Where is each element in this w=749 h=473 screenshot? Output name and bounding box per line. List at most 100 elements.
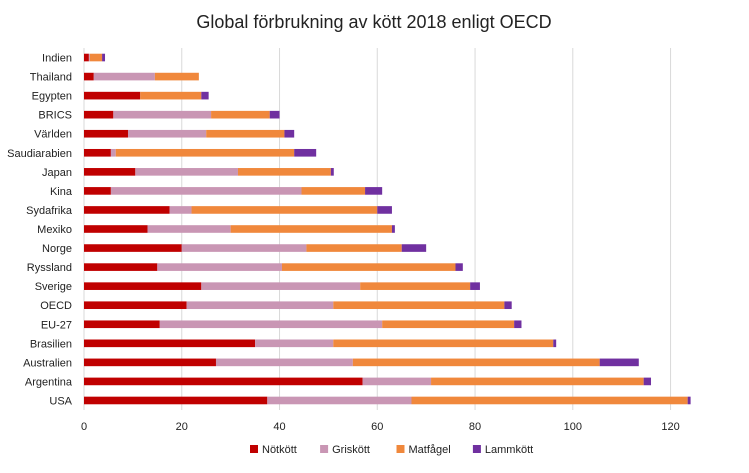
bar-segment (330, 168, 334, 176)
bar-segment (88, 53, 90, 62)
x-tick-label: 20 (176, 421, 188, 433)
bar-segment (93, 72, 155, 81)
legend-swatch (320, 445, 329, 453)
bar-segment (201, 282, 361, 290)
category-label: Australien (23, 357, 72, 369)
bar-segment (255, 339, 334, 348)
bar-segment (365, 187, 383, 195)
bar-segment (84, 168, 136, 176)
bar-segment (110, 187, 302, 195)
category-label: Ryssland (27, 262, 72, 274)
bar-segment (84, 53, 89, 62)
bar-segment (237, 168, 331, 176)
bar-segment (211, 110, 270, 119)
bar-segment (382, 320, 515, 329)
bar-segment (401, 244, 427, 252)
bar-segment (504, 301, 512, 310)
category-label: Indien (42, 53, 72, 65)
bar-segment (84, 244, 182, 252)
bar-segment (191, 206, 378, 214)
bar-segment (84, 320, 160, 329)
bar-segment (411, 396, 688, 405)
x-axis-tick-labels: 0 20 40 60 80 100 120 (81, 421, 680, 433)
chart-title: Global förbrukning av kött 2018 enligt O… (196, 12, 551, 32)
bar-segment (154, 72, 199, 81)
category-label: Sverige (35, 281, 72, 293)
bar-segment (215, 358, 353, 367)
bar-segment (470, 282, 480, 290)
category-label: Norge (42, 243, 72, 255)
bar-segment (84, 72, 94, 81)
bar-segment (206, 129, 285, 138)
bar-segment (127, 129, 207, 138)
bar-segment (352, 358, 600, 367)
legend-label: Griskött (332, 444, 370, 456)
legend-label: Matfågel (409, 444, 451, 456)
bar-segment (230, 225, 392, 233)
bar-segment (391, 225, 395, 233)
bar-segment (301, 187, 366, 195)
category-label: Saudiarabien (7, 148, 72, 160)
bar-segment (267, 396, 412, 405)
bar-segment (84, 225, 148, 233)
bar-segment (157, 263, 282, 271)
category-label: EU-27 (41, 319, 72, 331)
bar-segment (140, 91, 202, 100)
bar-segment (84, 377, 363, 386)
category-label: Japan (42, 167, 72, 179)
bar-segment (306, 244, 402, 252)
bar-segment (84, 263, 158, 271)
bar-segment (84, 396, 268, 405)
bar-segment (110, 148, 116, 157)
legend-label: Lammkött (485, 444, 533, 456)
category-label: BRICS (38, 110, 72, 122)
category-label: Egypten (32, 91, 72, 103)
bar-segment (84, 339, 256, 348)
bar-segment (687, 396, 691, 405)
bar-segment (159, 320, 383, 329)
bar-segment (84, 110, 114, 119)
bar-segment (599, 358, 639, 367)
legend-swatch (250, 445, 258, 453)
bar-segment (269, 110, 280, 119)
bar-segment (284, 129, 295, 138)
bar-segment (135, 168, 238, 176)
bar-segment (455, 263, 463, 271)
bar-segment (102, 53, 106, 62)
legend-label: Nötkött (262, 444, 297, 456)
x-tick-label: 80 (469, 421, 481, 433)
category-label: Världen (34, 129, 72, 141)
bar-segment (201, 91, 209, 100)
legend-swatch (396, 445, 405, 453)
bar-segment (362, 377, 432, 386)
bar-segment (181, 244, 307, 252)
bar-segment (84, 91, 141, 100)
bar-segment (431, 377, 644, 386)
bar-segment (514, 320, 522, 329)
bars (84, 53, 691, 405)
category-label: Sydafrika (26, 205, 73, 217)
category-labels: Indien Thailand Egypten BRICS Världen Saudiar… (7, 53, 73, 408)
legend: Nötkött Griskött Matfågel Lammkött (250, 444, 533, 456)
bar-segment (147, 225, 231, 233)
bar-segment (377, 206, 392, 214)
bar-segment (169, 206, 192, 214)
x-tick-label: 60 (371, 421, 383, 433)
category-label: USA (49, 395, 72, 407)
bar-segment (360, 282, 471, 290)
category-label: Mexiko (37, 224, 72, 236)
bar-segment (84, 148, 111, 157)
bar-segment (113, 110, 212, 119)
x-tick-label: 120 (661, 421, 679, 433)
category-label: OECD (40, 300, 72, 312)
bar-segment (553, 339, 557, 348)
bar-segment (84, 301, 187, 310)
bar-segment (294, 148, 317, 157)
legend-swatch (472, 445, 481, 453)
x-tick-label: 0 (81, 421, 87, 433)
bar-segment (281, 263, 456, 271)
bar-segment (89, 53, 103, 62)
x-tick-label: 40 (273, 421, 285, 433)
bar-segment (115, 148, 295, 157)
